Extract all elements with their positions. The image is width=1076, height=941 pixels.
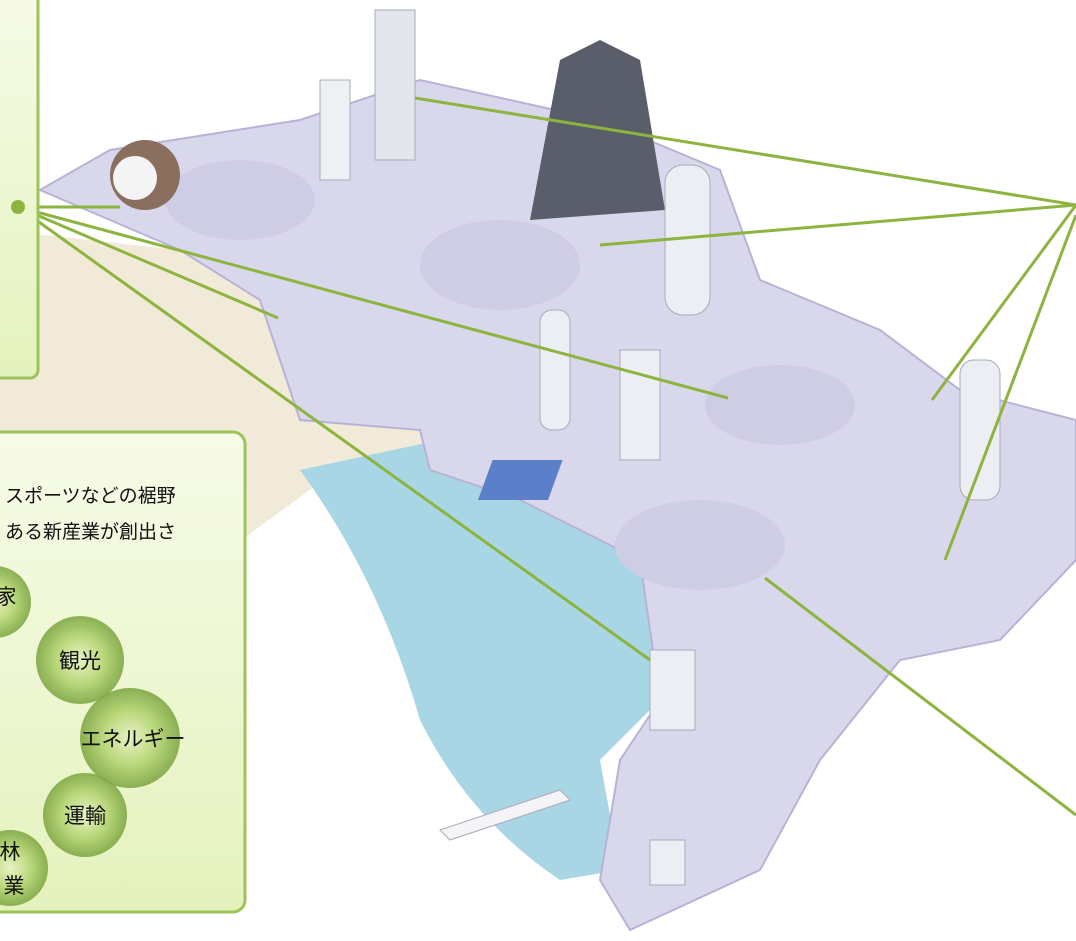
connector (932, 205, 1076, 400)
building (320, 80, 350, 180)
hex-tile (615, 500, 785, 590)
illustration: スポーツなどの裾野 ある新産業が創出さ 家 観光 エネルギー 運輸 林 業 (0, 0, 1076, 941)
building (650, 840, 685, 885)
hex-tile (165, 160, 315, 240)
industry-label: 業 (4, 874, 25, 898)
industry-label: 林 (0, 840, 21, 864)
building (375, 10, 415, 160)
building (650, 650, 695, 730)
box-line: スポーツなどの裾野 (5, 485, 176, 507)
building (540, 310, 570, 430)
solar-panel (478, 460, 563, 500)
connector-dot (11, 200, 25, 214)
industry-label: 運輸 (64, 804, 106, 828)
robot (113, 156, 157, 200)
hex-tile (420, 220, 580, 310)
building (620, 350, 660, 460)
page: {"info_box": {"lines": ["スポーツなどの裾野", "ある… (0, 0, 1076, 941)
industry-label: 観光 (59, 649, 101, 673)
top-box (0, 0, 38, 378)
box-line: ある新産業が創出さ (5, 521, 176, 543)
industry-label: エネルギー (81, 727, 186, 751)
hex-tile (705, 365, 855, 445)
industry-label: 家 (0, 585, 17, 609)
castle (530, 40, 665, 220)
